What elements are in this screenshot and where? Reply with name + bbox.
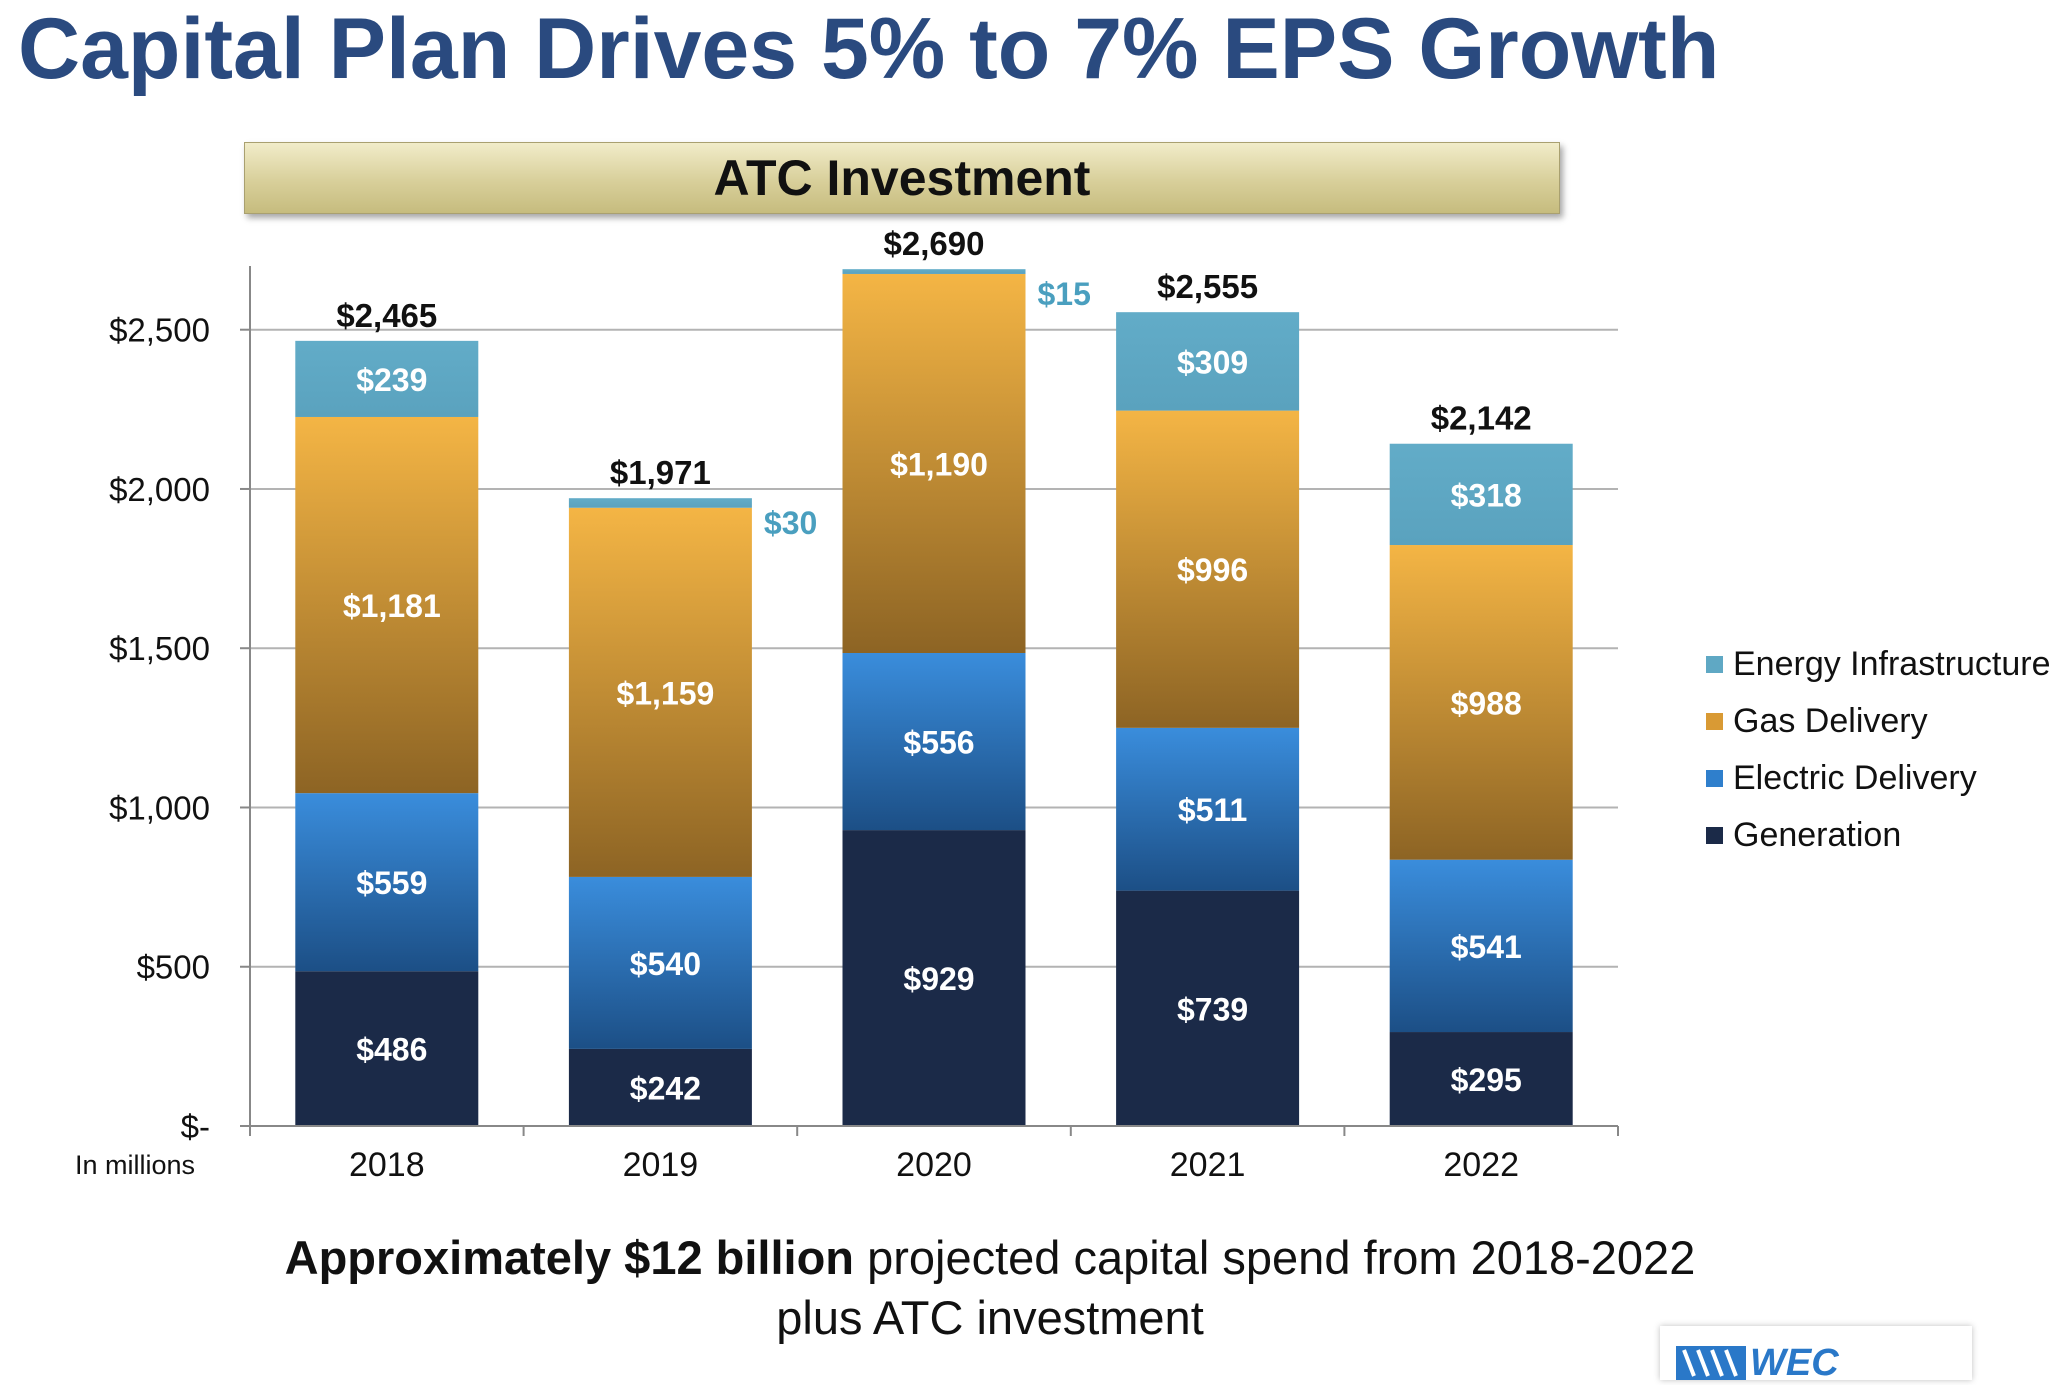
footnote-rest: projected capital spend from 2018-2022	[854, 1231, 1696, 1284]
data-label: $295	[1451, 1062, 1522, 1098]
data-label: $559	[356, 865, 427, 901]
slide-title: Capital Plan Drives 5% to 7% EPS Growth	[18, 1, 1720, 97]
bar-segment-energy-infrastructure	[1389, 443, 1573, 546]
y-axis-label: In millions	[75, 1150, 195, 1180]
bar-segment-gas-delivery	[568, 507, 752, 877]
legend-label: Gas Delivery	[1733, 702, 1928, 740]
x-tick-label: 2019	[623, 1146, 699, 1184]
total-label: $2,690	[884, 225, 985, 262]
legend-item-gas-delivery: Gas Delivery	[1706, 693, 2050, 750]
y-tick-label: $-	[181, 1108, 210, 1145]
data-labels: $486 $559 $1,181 $239 $2,465 $242 $540 $1,159 $3…	[336, 225, 1531, 1106]
bar-segment-electric-delivery	[1389, 859, 1573, 1033]
y-tick-label: $1,500	[109, 630, 210, 667]
footnote: Approximately $12 billion projected capi…	[0, 1228, 1980, 1348]
y-tick-label: $2,000	[109, 471, 210, 508]
bar-segment-energy-infrastructure	[1116, 312, 1300, 411]
legend-swatch-generation	[1706, 827, 1723, 844]
bar-segment-gas-delivery	[295, 416, 479, 794]
total-label: $2,465	[336, 297, 437, 334]
bar-segment-generation	[568, 1048, 752, 1126]
x-tick-label: 2022	[1443, 1146, 1519, 1184]
footnote-line-1: Approximately $12 billion projected capi…	[0, 1228, 1980, 1288]
legend-item-energy-infrastructure: Energy Infrastructure	[1706, 636, 2050, 693]
x-tick-label: 2021	[1170, 1146, 1246, 1184]
legend-label: Energy Infrastructure	[1733, 645, 2051, 683]
total-label: $2,555	[1157, 268, 1258, 305]
bar-segment-gas-delivery	[842, 273, 1026, 653]
bar-segment-electric-delivery	[568, 876, 752, 1049]
bar-segment-energy-infrastructure	[568, 498, 752, 508]
bar-segment-generation	[1116, 890, 1300, 1126]
y-tick-label: $1,000	[109, 789, 210, 826]
y-tick-label: $500	[137, 949, 210, 986]
bar-segment-electric-delivery	[842, 653, 1026, 831]
bar-segment-generation	[842, 830, 1026, 1126]
data-label: $486	[356, 1032, 427, 1068]
data-label: $242	[630, 1070, 701, 1106]
data-label: $30	[764, 505, 817, 541]
y-tick-label: $2,500	[109, 312, 210, 349]
total-label: $1,971	[610, 454, 711, 491]
footnote-bold: Approximately $12 billion	[284, 1231, 855, 1284]
legend-swatch-energy	[1706, 656, 1723, 673]
data-label: $541	[1451, 929, 1522, 965]
chart-banner: ATC Investment	[244, 142, 1560, 214]
data-label: $15	[1038, 276, 1091, 312]
banner-text: ATC Investment	[713, 150, 1091, 206]
data-label: $540	[630, 946, 701, 982]
legend-swatch-gas	[1706, 713, 1723, 730]
stacked-bar-chart: $486 $559 $1,181 $239 $2,465 $242 $540 $1,159 $3…	[75, 225, 1619, 1184]
data-label: $309	[1177, 344, 1248, 380]
x-tick-label: 2018	[349, 1146, 425, 1184]
axes: $- $500 $1,000 $1,500 $2,000 $2,500 In million…	[75, 266, 1619, 1184]
data-label: $996	[1177, 552, 1248, 588]
bar-segment-electric-delivery	[1116, 727, 1300, 891]
x-tick-label: 2020	[896, 1146, 972, 1184]
legend-item-electric-delivery: Electric Delivery	[1706, 750, 2050, 807]
legend-label: Generation	[1733, 816, 1902, 854]
legend: Energy Infrastructure Gas Delivery Elect…	[1706, 636, 2050, 864]
wec-logo: WEC	[1660, 1326, 1972, 1384]
total-label: $2,142	[1431, 400, 1532, 437]
data-label: $511	[1178, 792, 1247, 828]
bar-segment-energy-infrastructure	[842, 269, 1026, 274]
wec-logo-text: WEC	[1750, 1342, 1839, 1384]
bar-segment-gas-delivery	[1116, 410, 1300, 728]
bar-segment-generation	[1389, 1032, 1573, 1126]
bar-segment-electric-delivery	[295, 793, 479, 972]
footnote-line-2: plus ATC investment	[776, 1291, 1204, 1344]
bar-segment-generation	[295, 971, 479, 1126]
data-label: $556	[903, 725, 974, 761]
bars	[295, 269, 1573, 1126]
bar-segment-energy-infrastructure	[295, 340, 479, 417]
data-label: $239	[356, 362, 427, 398]
legend-swatch-electric	[1706, 770, 1723, 787]
data-label: $988	[1451, 685, 1522, 721]
bar-segment-gas-delivery	[1389, 545, 1573, 860]
data-label: $1,190	[890, 446, 988, 482]
data-label: $1,181	[343, 588, 441, 624]
data-label: $1,159	[616, 675, 714, 711]
wec-logo-icon	[1676, 1346, 1746, 1380]
data-label: $318	[1451, 477, 1522, 513]
legend-label: Electric Delivery	[1733, 759, 1977, 797]
data-label: $739	[1177, 991, 1248, 1027]
data-label: $929	[903, 961, 974, 997]
legend-item-generation: Generation	[1706, 807, 2050, 864]
